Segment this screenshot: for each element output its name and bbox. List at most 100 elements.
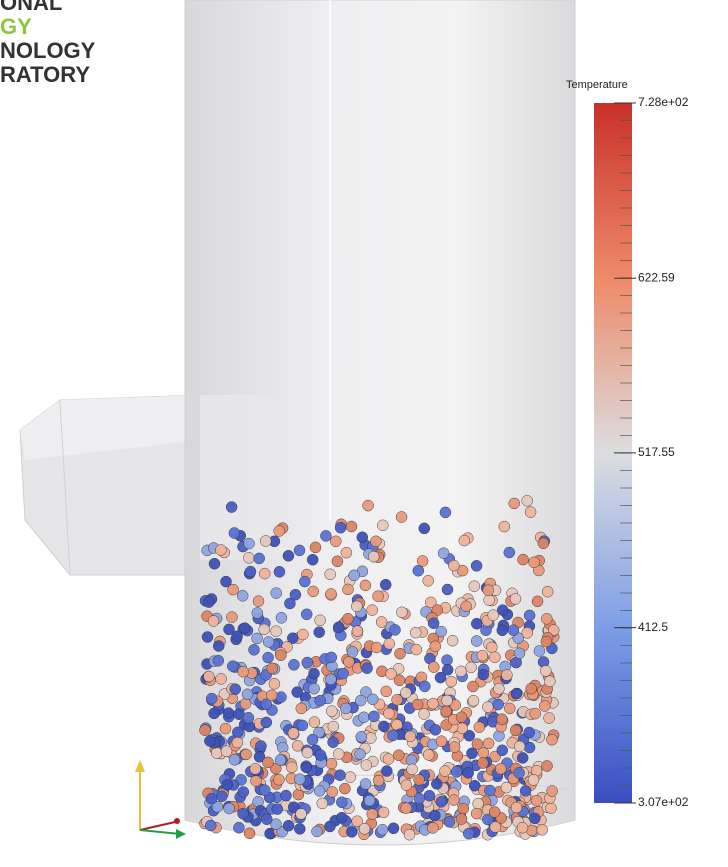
particle: [511, 802, 522, 813]
particle: [333, 749, 344, 760]
particle: [440, 766, 451, 777]
particle: [292, 687, 303, 698]
particle: [459, 535, 470, 546]
particle: [260, 536, 271, 547]
particle: [499, 521, 510, 532]
particle: [449, 742, 460, 753]
particle: [442, 695, 453, 706]
particle: [340, 703, 351, 714]
particle: [339, 783, 350, 794]
particle: [328, 737, 339, 748]
particle: [302, 747, 313, 758]
particle: [504, 703, 515, 714]
particle: [514, 741, 525, 752]
particle: [544, 676, 555, 687]
logo-line: NOLOGY: [0, 38, 96, 63]
particle: [332, 556, 343, 567]
particle: [281, 790, 292, 801]
particle: [244, 828, 255, 839]
particle: [477, 758, 488, 769]
particle: [542, 586, 553, 597]
tick-label: 7.28e+02: [638, 95, 689, 109]
particle: [378, 807, 389, 818]
particle: [401, 780, 412, 791]
particle: [436, 736, 447, 747]
particle: [455, 666, 466, 677]
particle: [424, 790, 435, 801]
logo-line: GY: [0, 14, 32, 39]
particle: [216, 673, 227, 684]
particle: [242, 689, 253, 700]
particle: [438, 548, 449, 559]
particle: [417, 556, 428, 567]
particle: [294, 545, 305, 556]
particle: [488, 610, 499, 621]
particle: [508, 625, 519, 636]
particle: [211, 748, 222, 759]
particle: [209, 708, 220, 719]
particle: [314, 785, 325, 796]
tick-label: 3.07e+02: [638, 795, 689, 809]
particle: [529, 813, 540, 824]
particle: [275, 650, 286, 661]
particle: [261, 717, 272, 728]
particle: [233, 822, 244, 833]
particle: [546, 734, 557, 745]
particle: [419, 523, 430, 534]
orientation-axes: [135, 760, 186, 839]
particle: [259, 624, 270, 635]
particle: [510, 725, 521, 736]
particle: [226, 612, 237, 623]
particle: [482, 702, 493, 713]
particle: [361, 760, 372, 771]
particle: [457, 723, 468, 734]
particle: [419, 681, 430, 692]
particle: [541, 636, 552, 647]
particle: [401, 803, 412, 814]
tick-label: 622.59: [638, 270, 675, 284]
particle: [394, 675, 405, 686]
particle: [335, 522, 346, 533]
particle: [510, 593, 521, 604]
particle: [471, 618, 482, 629]
particle: [346, 521, 357, 532]
particle: [220, 723, 231, 734]
particle: [486, 642, 497, 653]
particle: [377, 824, 388, 835]
particle: [362, 663, 373, 674]
particle: [367, 605, 378, 616]
particle: [541, 613, 552, 624]
particle: [442, 655, 453, 666]
particle: [213, 655, 224, 666]
particle: [368, 711, 379, 722]
particle: [204, 736, 215, 747]
particle: [206, 693, 217, 704]
particle: [461, 601, 472, 612]
particle: [478, 669, 489, 680]
particle: [249, 644, 260, 655]
particle: [314, 627, 325, 638]
particle: [251, 776, 262, 787]
particle: [471, 808, 482, 819]
particle: [526, 683, 537, 694]
particle: [346, 826, 357, 837]
particle: [468, 681, 479, 692]
particle: [245, 566, 256, 577]
particle: [326, 758, 337, 769]
particle: [263, 652, 274, 663]
logo-line: ONAL: [0, 0, 62, 15]
particle: [540, 665, 551, 676]
particle: [514, 648, 525, 659]
particle: [202, 632, 213, 643]
particle: [309, 668, 320, 679]
particle: [367, 694, 378, 705]
particle: [440, 507, 451, 518]
particle: [271, 588, 282, 599]
particle: [377, 520, 388, 531]
particle: [537, 824, 548, 835]
particle: [309, 717, 320, 728]
particle: [410, 627, 421, 638]
particle: [484, 595, 495, 606]
particle: [335, 770, 346, 781]
particle: [232, 727, 243, 738]
